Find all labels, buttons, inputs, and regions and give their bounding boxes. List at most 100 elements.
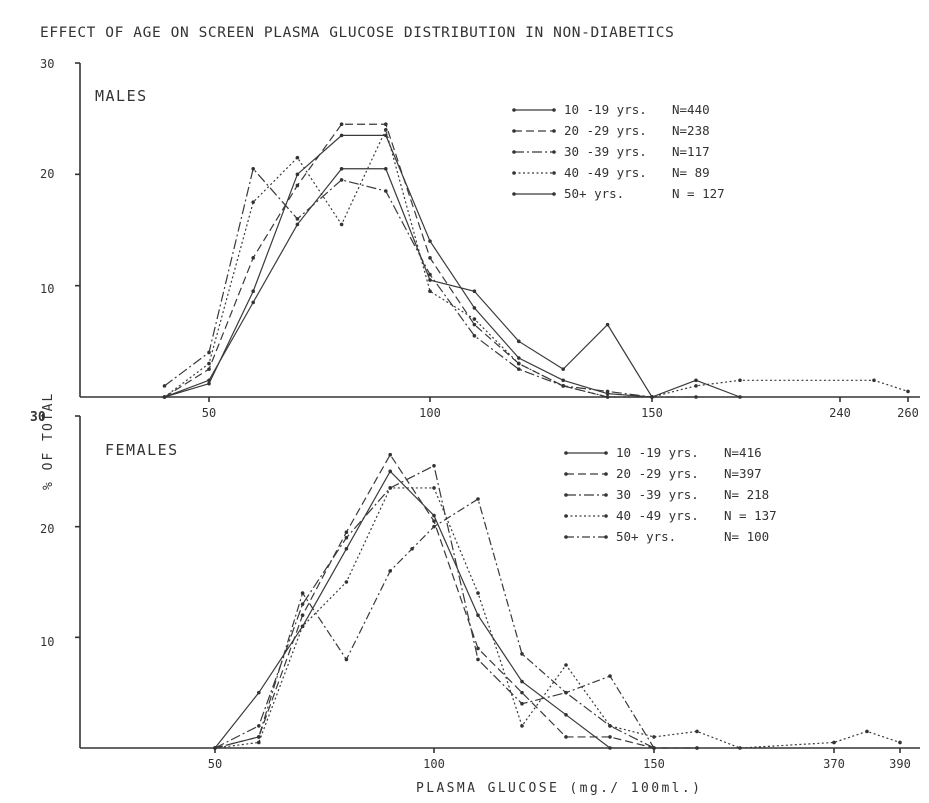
females-axes: 30 20 10 50 100 150 370 390 — [30, 410, 920, 771]
females-legend-dot — [604, 451, 608, 455]
females-series-line — [214, 464, 697, 749]
males-legend-label: 40 -49 yrs. — [564, 165, 647, 180]
females-data-point — [608, 746, 612, 750]
females-y-tick-label: 20 — [40, 522, 54, 536]
males-data-point — [694, 378, 698, 383]
males-data-point — [295, 222, 300, 227]
males-data-point — [207, 367, 211, 371]
males-data-point — [694, 384, 698, 388]
females-data-point — [476, 657, 480, 662]
females-data-point — [388, 452, 393, 457]
females-data-point — [865, 729, 869, 734]
females-data-point — [695, 746, 699, 750]
females-data-point — [213, 746, 217, 750]
females-data-point — [432, 513, 436, 518]
females-data-point — [652, 735, 656, 739]
males-data-point — [472, 306, 477, 310]
females-legend-dot — [604, 535, 608, 539]
females-panel-label: FEMALES — [105, 441, 179, 459]
males-legend-dot — [552, 150, 556, 154]
males-x-tick-label: 100 — [419, 406, 441, 420]
females-legend-label: 20 -29 yrs. — [616, 466, 699, 481]
males-data-point — [472, 317, 477, 321]
females-data-point — [564, 735, 568, 739]
females-x-tick-label: 150 — [643, 757, 665, 771]
males-data-point — [517, 339, 521, 344]
males-data-point — [561, 378, 565, 383]
females-legend-dot — [604, 493, 608, 497]
males-data-point — [472, 333, 477, 338]
males-data-point — [207, 361, 211, 366]
females-legend-n: N=397 — [724, 466, 762, 481]
females-data-point — [432, 486, 436, 490]
females-data-point — [432, 524, 436, 529]
y-axis-label: % OF TOTAL — [41, 392, 56, 490]
males-data-point — [251, 300, 255, 305]
females-data-point — [738, 746, 742, 750]
males-data-point — [295, 217, 300, 221]
males-data-point — [251, 289, 255, 294]
males-data-point — [605, 389, 610, 394]
females-data-point — [520, 690, 524, 695]
females-legend-dot — [564, 493, 568, 497]
males-data-point — [428, 278, 432, 282]
females-data-point — [520, 701, 524, 706]
females-data-point — [608, 724, 612, 728]
males-legend-dot — [512, 171, 516, 175]
females-legend-dot — [604, 514, 608, 518]
males-series-line — [164, 134, 653, 398]
females-legend-label: 40 -49 yrs. — [616, 508, 699, 523]
females-data-point — [257, 724, 261, 728]
females-data-point — [257, 690, 261, 695]
females-data-point — [476, 591, 480, 595]
males-series-line — [164, 167, 696, 398]
females-legend-dot — [564, 514, 568, 518]
females-data-point — [520, 724, 524, 728]
females-series-line — [214, 453, 697, 749]
females-data-point — [695, 729, 699, 734]
males-data-point — [472, 289, 477, 294]
males-data-point — [428, 272, 432, 277]
females-data-point — [564, 663, 568, 667]
females-legend-dot — [564, 535, 568, 539]
males-panel-label: MALES — [95, 87, 148, 105]
males-x-tick-label: 260 — [897, 406, 919, 420]
males-legend-n: N= 89 — [672, 165, 710, 180]
males-legend-label: 30 -39 yrs. — [564, 144, 647, 159]
males-data-point — [207, 378, 211, 383]
females-data-point — [520, 652, 524, 656]
females-legend-n: N=416 — [724, 445, 762, 460]
males-data-point — [872, 378, 876, 383]
females-data-point — [608, 674, 612, 678]
males-data-point — [906, 389, 910, 394]
females-y-tick-label: 30 — [30, 410, 46, 425]
females-legend-dot — [604, 472, 608, 476]
males-legend-label: 50+ yrs. — [564, 186, 624, 201]
females-data-point — [300, 602, 305, 606]
males-data-point — [251, 256, 255, 260]
males-legend-label: 10 -19 yrs. — [564, 102, 647, 117]
males-data-point — [207, 350, 211, 355]
males-y-tick-label: 10 — [40, 282, 54, 296]
females-data-point — [476, 646, 480, 651]
males-data-point — [384, 128, 388, 132]
males-data-point — [339, 122, 344, 127]
females-data-point — [344, 530, 349, 534]
females-data-point — [257, 735, 261, 739]
males-data-point — [162, 395, 167, 399]
males-series-line — [164, 128, 909, 398]
females-legend-dot — [564, 472, 568, 476]
males-data-point — [561, 367, 565, 371]
females-data-point — [898, 740, 902, 745]
males-data-point — [517, 356, 521, 360]
males-legend-dot — [512, 108, 516, 112]
females-legend-n: N= 218 — [724, 487, 769, 502]
males-data-point — [339, 133, 344, 138]
males-legend-n: N=117 — [672, 144, 710, 159]
males-data-point — [517, 367, 521, 371]
females-data-point — [432, 519, 436, 523]
males-legend-dot — [552, 129, 556, 133]
females-x-tick-label: 390 — [889, 757, 911, 771]
males-data-point — [472, 322, 477, 327]
